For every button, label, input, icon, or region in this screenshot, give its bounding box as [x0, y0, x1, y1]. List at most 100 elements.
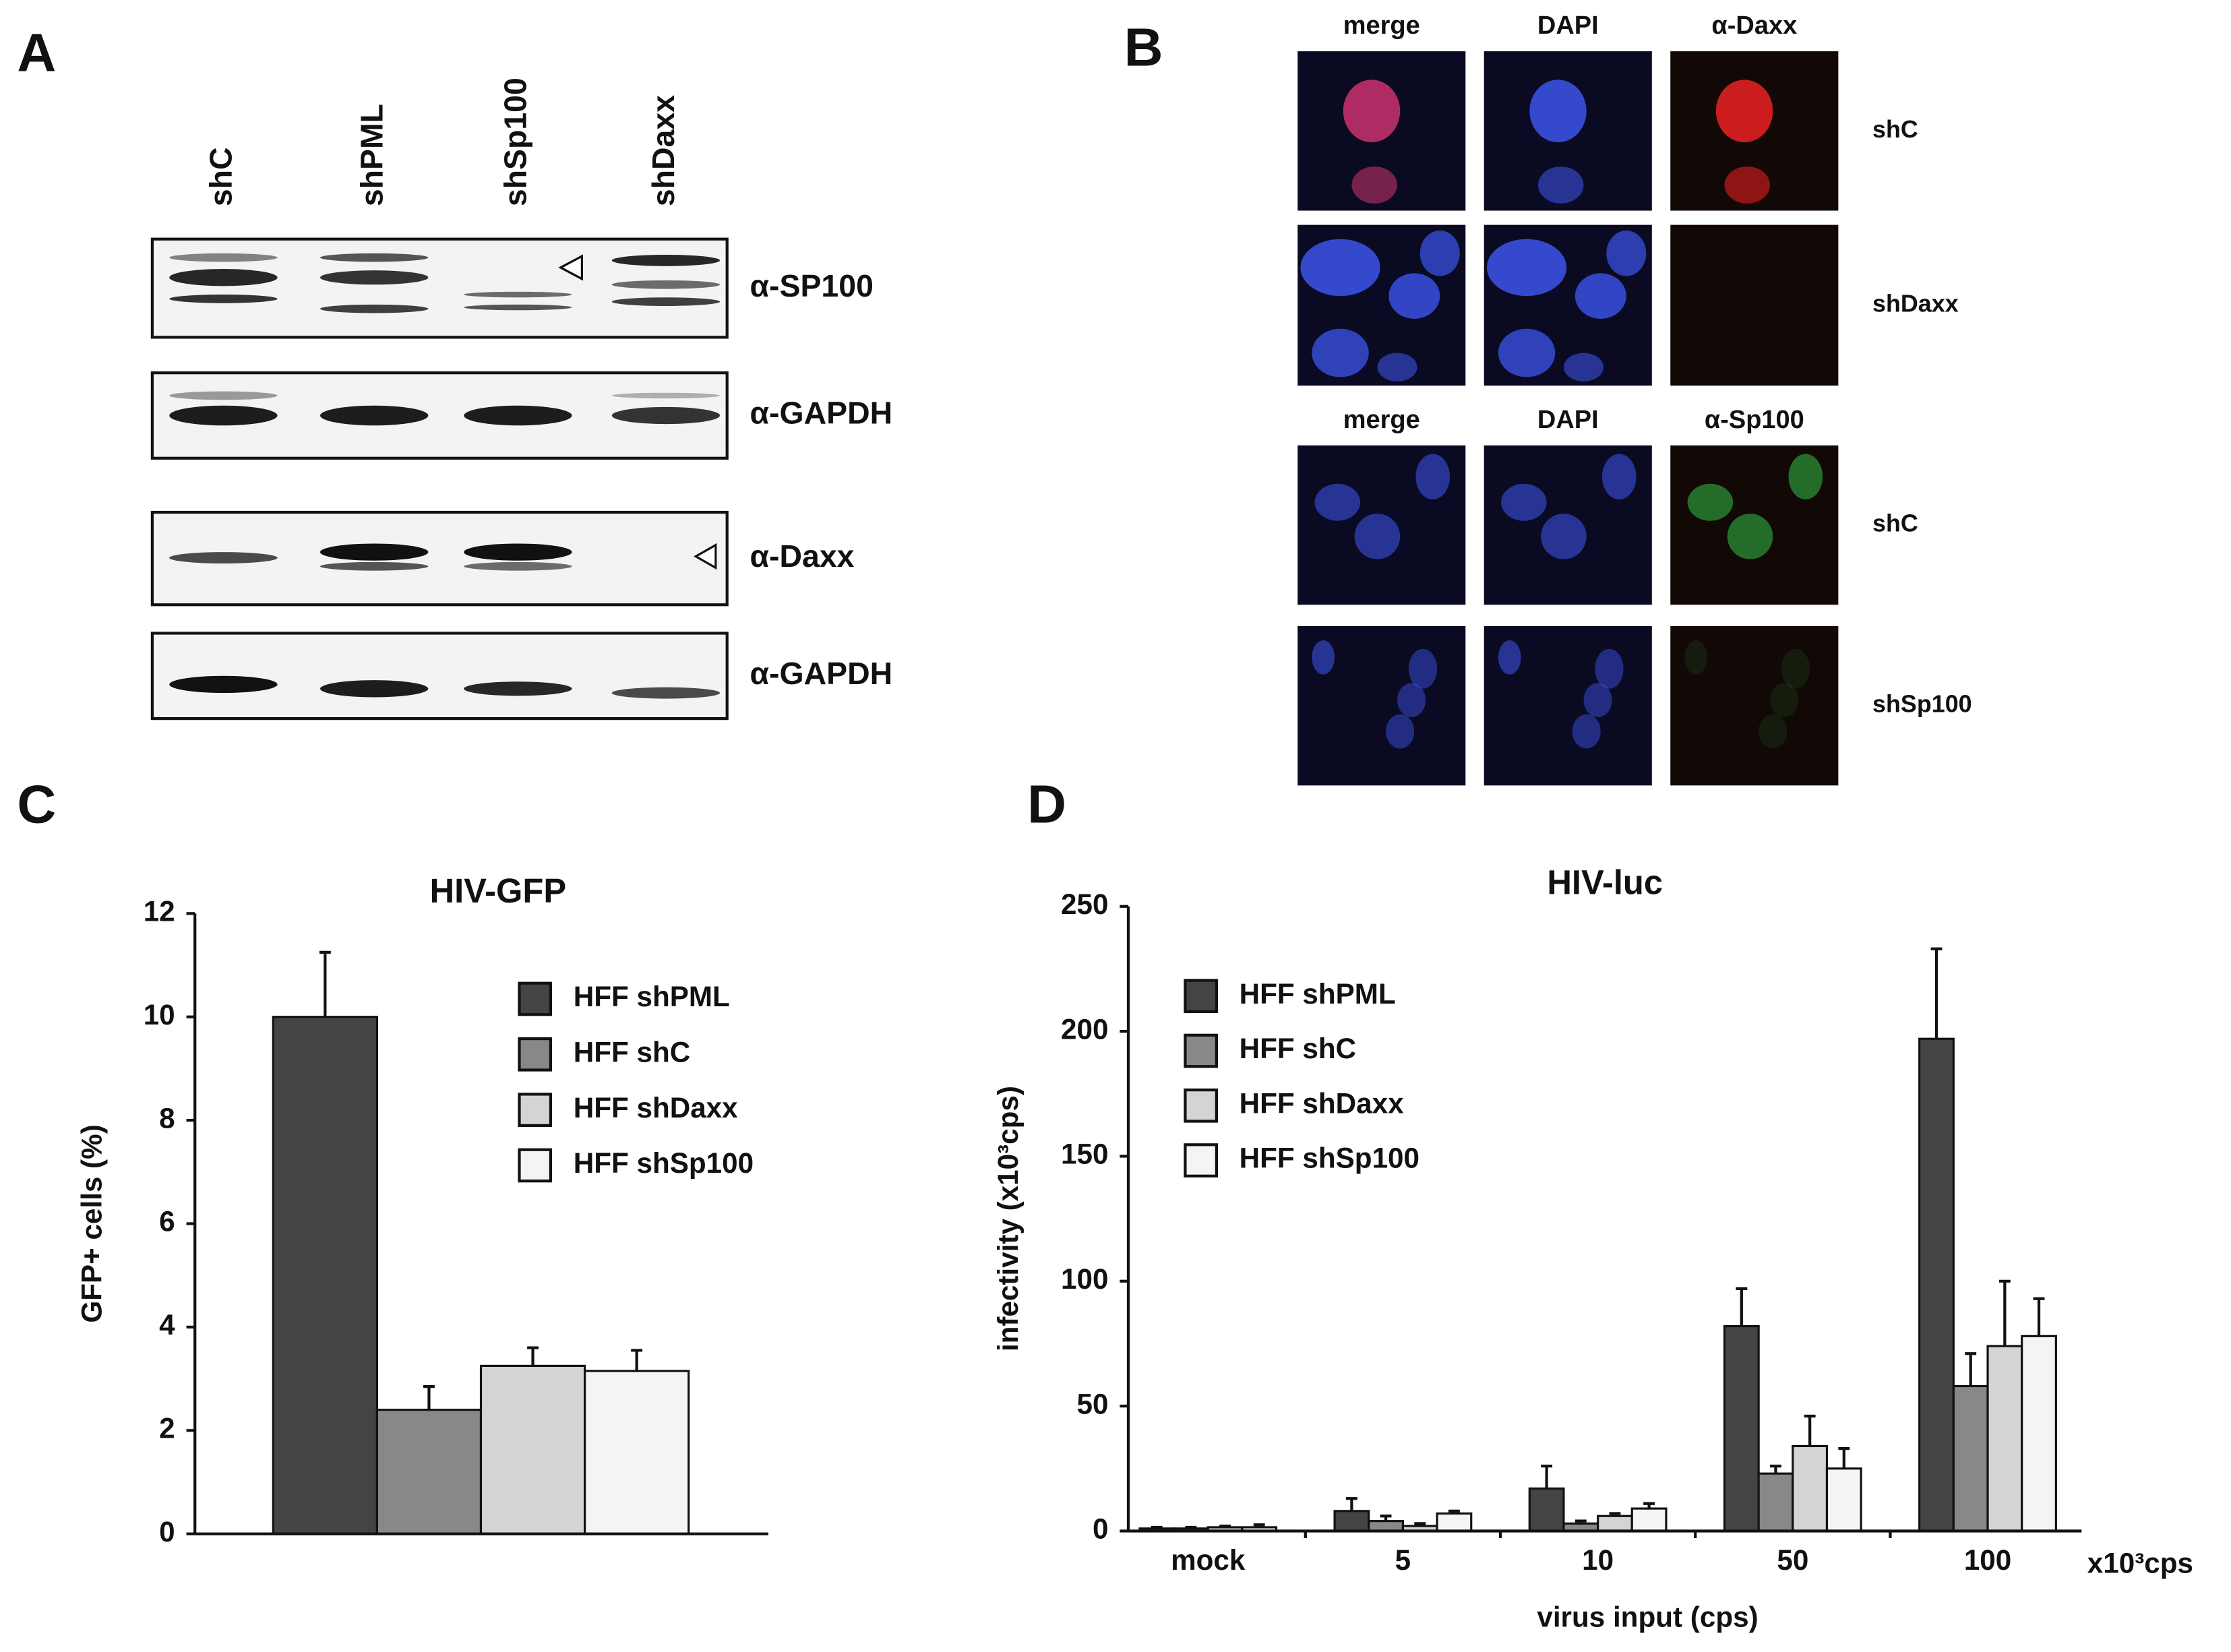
y-tick-label: 10	[144, 999, 175, 1031]
y-tick-label: 6	[159, 1206, 175, 1237]
nucleus	[1684, 640, 1708, 675]
blot-band	[319, 304, 429, 313]
blot-band	[169, 675, 278, 694]
y-axis-label: GFP+ cells (%)	[75, 1124, 107, 1322]
bar	[1918, 1037, 1955, 1533]
blot-band	[319, 680, 429, 698]
nucleus	[1529, 80, 1587, 143]
column-label: merge	[1343, 11, 1420, 40]
nucleus	[1606, 231, 1647, 276]
bar	[584, 1370, 690, 1535]
legend-label: HFF shC	[1240, 1033, 1357, 1064]
nucleus	[1354, 514, 1401, 559]
blot-band	[319, 543, 429, 561]
row-label: shC	[1872, 510, 1918, 537]
error-bar	[423, 1385, 435, 1410]
bar	[1986, 1345, 2023, 1533]
legend-swatch	[1184, 1033, 1218, 1068]
nucleus	[1601, 454, 1637, 500]
legend-swatch	[518, 1093, 553, 1127]
legend-label: HFF shSp100	[1240, 1142, 1419, 1174]
lane-label: shDaxx	[646, 95, 681, 206]
bar	[1825, 1467, 1862, 1533]
legend-swatch	[518, 1148, 553, 1183]
arrowhead	[694, 543, 717, 570]
error-bar	[1965, 1352, 1977, 1386]
panel-label: B	[1124, 16, 1163, 77]
nucleus	[1312, 640, 1335, 675]
blot-band	[611, 280, 721, 289]
error-bar	[1575, 1519, 1587, 1524]
legend-label: HFF shPML	[574, 981, 730, 1012]
y-tick-label: 100	[1061, 1263, 1108, 1295]
nucleus	[1575, 273, 1626, 319]
lane-label: shSp100	[498, 78, 533, 206]
error-bar	[1643, 1502, 1655, 1509]
error-bar	[527, 1346, 539, 1366]
x-axis-label: virus input (cps)	[1537, 1601, 1758, 1633]
bar	[1333, 1510, 1370, 1533]
nucleus	[1498, 328, 1556, 377]
column-label: α-Sp100	[1705, 406, 1804, 434]
legend-label: HFF shDaxx	[1240, 1087, 1404, 1119]
blot-band	[169, 253, 278, 262]
y-tick-label: 150	[1061, 1138, 1108, 1170]
chart-c: HIV-GFP GFP+ cells (%) 0 2 4 6 8 10 12 HFF shPML H…	[75, 871, 768, 1548]
legend-swatch	[1184, 1088, 1218, 1123]
lane-label: shPML	[354, 104, 389, 206]
bar	[375, 1409, 483, 1535]
legend-label: HFF shDaxx	[574, 1092, 738, 1124]
nucleus	[1415, 454, 1450, 500]
error-bar	[319, 950, 331, 1017]
blot-band	[169, 552, 278, 564]
error-bar	[1253, 1523, 1265, 1527]
y-tick-label: 0	[1093, 1513, 1108, 1545]
nucleus	[1351, 166, 1397, 204]
error-bar	[631, 1349, 643, 1372]
x-tick-label: 5	[1395, 1544, 1411, 1576]
blot-band	[169, 295, 278, 303]
nucleus	[1770, 683, 1799, 718]
error-bar	[1219, 1524, 1231, 1528]
panel-label: A	[17, 22, 56, 83]
bar	[1952, 1384, 1989, 1533]
bar	[2021, 1335, 2057, 1533]
nucleus	[1788, 454, 1823, 500]
western-blot: shC shPML shSp100 shDaxx α-SP100 α-GAPDH α-Dax…	[150, 78, 892, 721]
nucleus	[1687, 483, 1734, 521]
chart-d: HIV-luc infectivity (x10³cps) 0 50 100 150 200…	[992, 863, 2193, 1632]
blot-band	[464, 561, 572, 571]
nucleus	[1759, 714, 1787, 749]
bar	[272, 1016, 378, 1535]
bar	[1597, 1515, 1633, 1533]
nucleus	[1300, 239, 1380, 297]
blot-band	[319, 405, 429, 426]
error-bar	[1804, 1414, 1816, 1446]
blot-band	[319, 561, 429, 571]
nucleus	[1583, 683, 1612, 718]
blot-band	[611, 297, 721, 306]
nucleus	[1595, 648, 1624, 689]
nucleus	[1486, 239, 1567, 297]
column-label: merge	[1343, 406, 1420, 434]
blot-band	[611, 687, 721, 699]
legend-swatch	[518, 1037, 553, 1072]
legend-label: HFF shPML	[1240, 978, 1396, 1010]
nucleus	[1419, 231, 1460, 276]
nucleus	[1343, 80, 1401, 143]
blot-band	[611, 392, 721, 399]
blot-band	[464, 681, 572, 696]
nucleus	[1541, 514, 1587, 559]
nucleus	[1501, 483, 1547, 521]
y-tick-label: 4	[159, 1309, 175, 1341]
nucleus	[1397, 683, 1426, 718]
nucleus	[1727, 514, 1773, 559]
legend-label: HFF shSp100	[574, 1147, 754, 1179]
error-bar	[1380, 1515, 1392, 1521]
error-bar	[1151, 1525, 1163, 1529]
legend-swatch	[518, 981, 553, 1016]
nucleus	[1388, 273, 1440, 319]
x-tick-label: mock	[1171, 1544, 1246, 1576]
blot-band	[169, 269, 278, 286]
y-tick-label: 0	[159, 1516, 175, 1548]
